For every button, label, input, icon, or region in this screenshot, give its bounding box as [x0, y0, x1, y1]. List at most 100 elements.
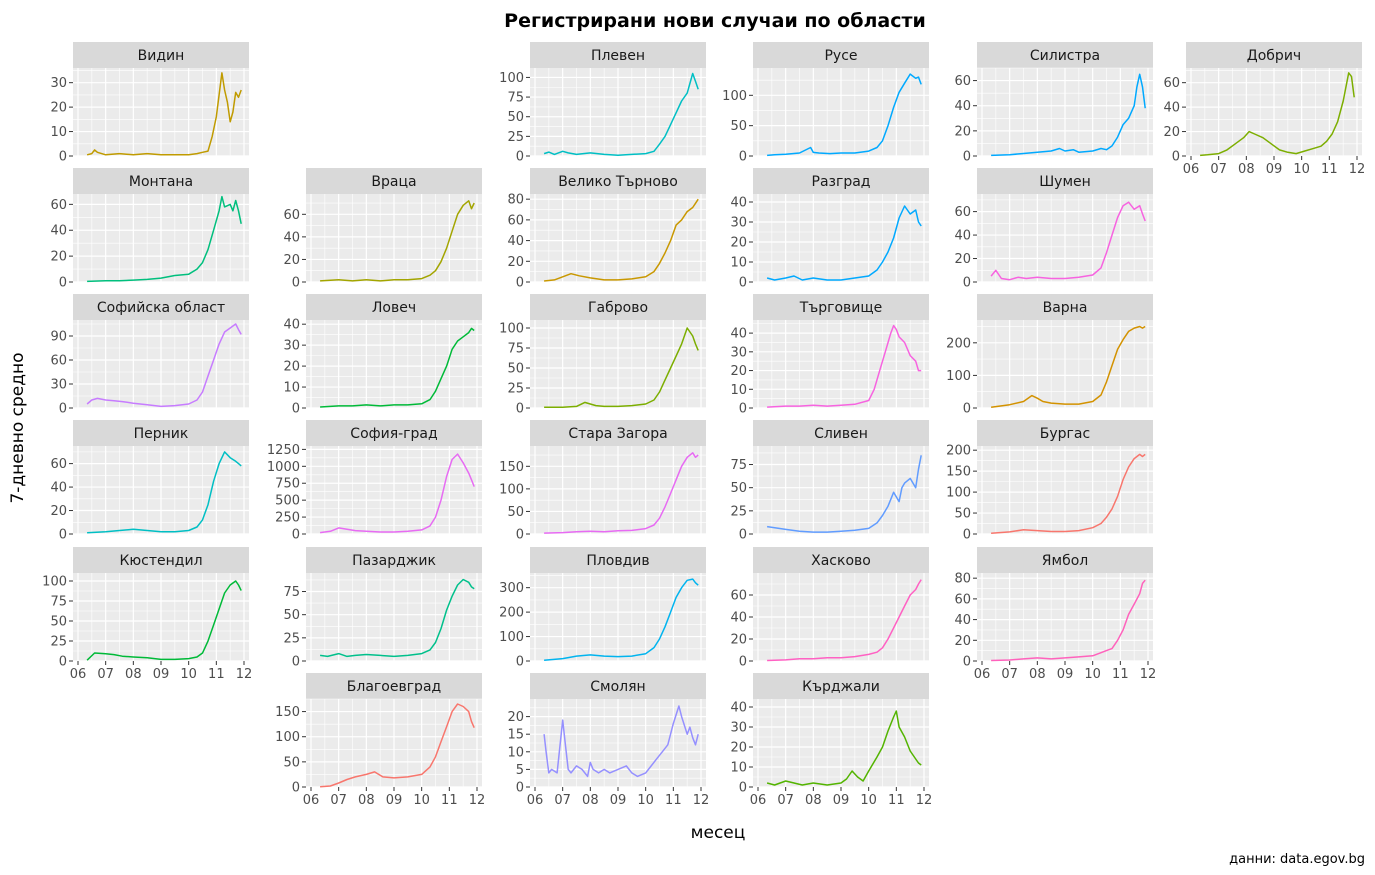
facet-strip [530, 42, 706, 68]
facet-strip-label: Перник [134, 426, 189, 442]
series-line [320, 327, 475, 408]
y-tick-label: 250 [275, 511, 300, 526]
facet-strip [306, 168, 482, 194]
x-tick-label: 07 [554, 793, 571, 808]
y-tick-label: 75 [730, 458, 747, 473]
y-tick-label: 150 [275, 705, 300, 720]
x-tick-label: 12 [1349, 162, 1366, 177]
y-tick-label: 0 [516, 655, 524, 670]
y-tick-label: 0 [292, 402, 300, 417]
facet-strip-label: Бургас [1040, 426, 1090, 442]
series-line [544, 327, 699, 408]
y-tick-label: 0 [963, 276, 971, 291]
x-tick-label: 08 [1238, 162, 1255, 177]
facet-panel: Бургас 0 50 100 150 200 [946, 420, 1153, 543]
y-tick-label: 75 [50, 595, 67, 610]
y-tick-label: 60 [954, 205, 971, 220]
y-tick-label: 1250 [267, 443, 300, 458]
y-tick-label: 15 [507, 728, 524, 743]
y-tick-label: 0 [59, 528, 67, 543]
facet-strip [530, 168, 706, 194]
facet-strip [977, 42, 1153, 68]
y-tick-label: 60 [50, 198, 67, 213]
facet-panel: София-град 0 250 500 750 1000 1250 [267, 420, 482, 543]
y-tick-label: 0 [516, 150, 524, 165]
series-line [87, 195, 242, 283]
facet-panel: Търговище 0 10 20 30 40 [730, 294, 929, 417]
series-line [767, 579, 922, 662]
y-tick-label: 0 [292, 528, 300, 543]
y-tick-label: 60 [1163, 76, 1180, 91]
x-tick-label: 06 [70, 667, 87, 682]
y-tick-label: 20 [730, 633, 747, 648]
facet-panel: Пазарджик 0 25 50 75 [283, 547, 482, 670]
y-tick-label: 25 [507, 382, 524, 397]
y-tick-label: 40 [507, 234, 524, 249]
facet-strip [530, 673, 706, 699]
x-tick-label: 08 [582, 793, 599, 808]
y-tick-label: 10 [507, 745, 524, 760]
x-tick-label: 06 [303, 793, 320, 808]
x-tick-label: 10 [1293, 162, 1310, 177]
x-tick-label: 07 [330, 793, 347, 808]
y-tick-label: 200 [499, 606, 524, 621]
x-tick-label: 08 [358, 793, 375, 808]
y-tick-label: 0 [59, 150, 67, 165]
facet-strip [977, 420, 1153, 446]
series-line [767, 73, 922, 157]
y-tick-label: 0 [963, 655, 971, 670]
y-tick-label: 100 [499, 322, 524, 337]
y-axis-title: 7-дневно средно [8, 352, 28, 503]
facet-panel: Разград 0 10 20 30 40 [730, 168, 929, 291]
facet-panel: Смолян 0 5 10 15 20 06 07 08 09 10 11 12 [507, 673, 709, 808]
x-tick-label: 06 [750, 793, 767, 808]
facet-strip [73, 420, 249, 446]
y-tick-label: 0 [963, 402, 971, 417]
facet-strip [73, 42, 249, 68]
y-tick-label: 50 [954, 507, 971, 522]
y-tick-label: 100 [946, 486, 971, 501]
y-tick-label: 20 [1163, 125, 1180, 140]
y-tick-label: 0 [739, 528, 747, 543]
y-tick-label: 150 [946, 465, 971, 480]
y-tick-label: 5 [516, 763, 524, 778]
facet-strip [977, 294, 1153, 320]
facet-strip [753, 420, 929, 446]
facet-panels: Видин0102030Плевен0255075100Русе050100Си… [42, 42, 1365, 808]
facet-strip-label: Кърджали [802, 679, 880, 695]
facet-panel: Русе 0 50 100 [722, 42, 929, 165]
x-tick-label: 11 [665, 793, 682, 808]
facet-panel: Софийска област 0 30 60 90 [50, 294, 249, 417]
facet-panel: Стара Загора 0 50 100 150 [499, 420, 706, 543]
x-tick-label: 09 [610, 793, 627, 808]
y-tick-label: 200 [946, 336, 971, 351]
y-tick-label: 0 [1172, 150, 1180, 165]
facet-panel: Велико Търново 0 20 40 60 80 [507, 168, 706, 291]
y-tick-label: 50 [507, 505, 524, 520]
facet-panel: Габрово 0 25 50 75 100 [499, 294, 706, 417]
y-tick-label: 30 [283, 339, 300, 354]
y-tick-label: 40 [50, 224, 67, 239]
y-tick-label: 20 [507, 255, 524, 270]
y-tick-label: 150 [499, 460, 524, 475]
y-tick-label: 40 [1163, 101, 1180, 116]
y-tick-label: 0 [739, 402, 747, 417]
x-tick-label: 09 [833, 793, 850, 808]
facet-panel: Пловдив 0 100 200 300 [499, 547, 706, 670]
series-line [1200, 72, 1355, 157]
x-tick-label: 12 [916, 793, 933, 808]
facet-panel: Видин 0 10 20 30 [50, 42, 249, 165]
facet-strip [306, 420, 482, 446]
facet-strip-label: Видин [138, 48, 185, 64]
y-tick-label: 50 [50, 615, 67, 630]
x-tick-label: 11 [208, 667, 225, 682]
facet-strip-label: Габрово [588, 300, 648, 316]
y-tick-label: 40 [283, 318, 300, 333]
x-tick-label: 06 [974, 667, 991, 682]
y-tick-label: 75 [507, 342, 524, 357]
facet-panel: Силистра 0 20 40 60 [954, 42, 1153, 165]
facet-strip [530, 547, 706, 573]
x-tick-label: 09 [1057, 667, 1074, 682]
facet-panel: Шумен 0 20 40 60 [954, 168, 1153, 291]
